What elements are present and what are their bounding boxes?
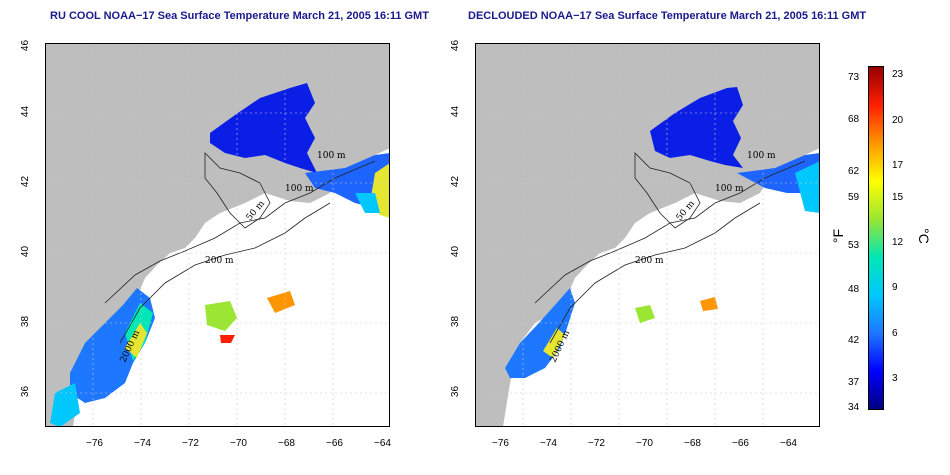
c-tick: 3	[892, 373, 898, 384]
f-tick: 53	[848, 240, 860, 251]
grid-lines	[45, 43, 390, 427]
c-tick: 9	[892, 282, 898, 293]
x-tick: −70	[230, 438, 247, 449]
contour-label: 100 m	[317, 151, 346, 161]
sst-blob-midatlantic	[505, 288, 575, 378]
c-tick: 23	[892, 69, 904, 80]
x-tick: −66	[326, 438, 343, 449]
sst-blob-warm-east	[795, 161, 820, 213]
y-tick: 40	[450, 245, 462, 258]
grid-lines	[475, 43, 820, 427]
f-tick: 42	[848, 335, 860, 346]
contour-50m	[634, 152, 701, 229]
c-tick: 12	[892, 237, 904, 248]
sst-eddy-1	[205, 301, 237, 331]
contour-2000m	[549, 202, 761, 344]
sst-map-declouded: 100 m 100 m 50 m 200 m 2000 m	[475, 43, 820, 427]
f-tick: 73	[848, 72, 860, 83]
f-tick: 68	[848, 114, 860, 125]
sst-blob-gulfstream	[543, 328, 565, 358]
sst-blob-gulfstream	[125, 323, 147, 358]
x-tick: −76	[86, 438, 103, 449]
y-tick: 44	[20, 105, 32, 118]
x-tick: −64	[374, 438, 391, 449]
y-tick: 40	[20, 245, 32, 258]
contour-50m	[204, 152, 271, 229]
x-tick: −64	[780, 438, 797, 449]
c-tick: 15	[892, 192, 904, 203]
y-tick: 36	[20, 385, 32, 398]
colorbar-gradient	[868, 66, 884, 410]
sst-map-raw: 100 m 100 m 50 m 200 m 2000 m	[45, 43, 390, 427]
panel-title: DECLOUDED NOAA−17 Sea Surface Temperatur…	[468, 10, 867, 22]
sst-blob-gulf-of-maine	[210, 83, 317, 173]
contour-label: 200 m	[205, 256, 234, 266]
fahrenheit-unit: °F	[830, 228, 847, 244]
x-tick: −66	[732, 438, 749, 449]
x-tick: −68	[684, 438, 701, 449]
y-tick: 36	[450, 385, 462, 398]
f-tick: 37	[848, 377, 860, 388]
sst-eddy-2	[267, 291, 295, 313]
panel-title: RU COOL NOAA−17 Sea Surface Temperature …	[50, 10, 429, 22]
contour-label: 100 m	[747, 151, 776, 161]
sst-eddy-3	[220, 335, 235, 343]
map-frame	[475, 43, 820, 427]
y-tick: 38	[20, 315, 32, 328]
x-tick: −72	[182, 438, 199, 449]
sst-blob-gulf-of-maine	[650, 87, 743, 168]
c-tick: 20	[892, 115, 904, 126]
sst-blob-south	[50, 383, 80, 427]
y-tick: 42	[450, 175, 462, 188]
x-tick: −76	[492, 438, 509, 449]
f-tick: 48	[848, 284, 860, 295]
x-tick: −70	[636, 438, 653, 449]
y-tick: 46	[20, 39, 32, 52]
contour-label: 100 m	[715, 184, 744, 194]
y-tick: 46	[450, 39, 462, 52]
c-tick: 17	[892, 160, 904, 171]
f-tick: 62	[848, 166, 860, 177]
celsius-unit: °C	[915, 228, 932, 244]
c-tick: 6	[892, 328, 898, 339]
f-tick: 34	[848, 402, 860, 413]
map-frame	[45, 43, 390, 427]
y-tick: 44	[450, 105, 462, 118]
sst-eddy-1	[635, 305, 655, 323]
x-tick: −68	[278, 438, 295, 449]
contour-label: 200 m	[635, 256, 664, 266]
y-tick: 38	[450, 315, 462, 328]
x-tick: −74	[134, 438, 151, 449]
y-tick: 42	[20, 175, 32, 188]
contour-2000m	[119, 202, 331, 344]
x-tick: −74	[540, 438, 557, 449]
x-tick: −72	[588, 438, 605, 449]
f-tick: 59	[848, 192, 860, 203]
contour-label: 100 m	[285, 184, 314, 194]
sst-blob-warm-east-2	[355, 193, 380, 213]
sst-eddy-2	[700, 297, 718, 311]
